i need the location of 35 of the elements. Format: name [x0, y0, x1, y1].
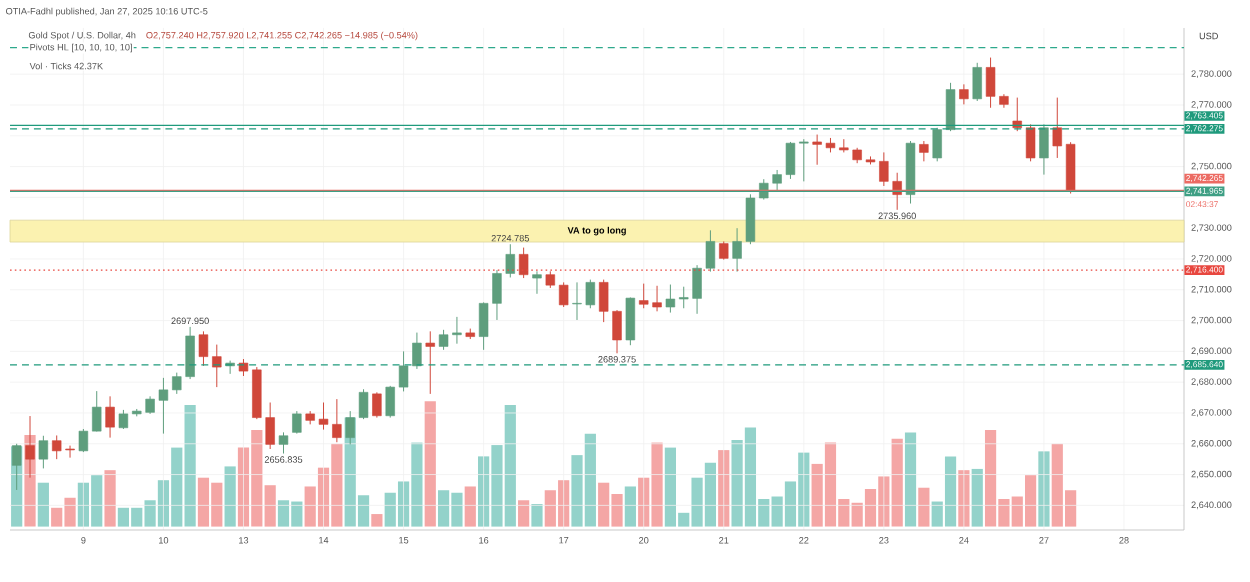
candlestick — [972, 62, 982, 102]
candlestick — [919, 140, 929, 162]
bar — [624, 486, 636, 527]
bar — [224, 466, 236, 527]
candlestick — [92, 390, 102, 432]
candlestick — [532, 270, 542, 295]
candlestick — [1025, 123, 1036, 162]
candlestick — [518, 247, 529, 279]
bar — [464, 486, 476, 527]
candlestick — [719, 240, 729, 261]
bar — [918, 487, 930, 527]
candlestick — [665, 284, 676, 314]
bar — [971, 468, 983, 527]
bar — [904, 432, 917, 527]
candlestick — [558, 281, 569, 308]
candlestick — [1065, 141, 1076, 195]
bar — [104, 470, 116, 527]
candlestick — [372, 391, 382, 419]
candlestick — [425, 330, 435, 395]
candlestick — [105, 395, 115, 439]
candlestick — [1052, 97, 1062, 159]
bar — [371, 514, 383, 527]
candlestick — [1012, 97, 1022, 132]
candlestick — [278, 431, 289, 455]
candlestick — [118, 409, 129, 430]
bar — [424, 401, 436, 527]
candlestick — [959, 83, 969, 105]
bar — [518, 500, 530, 527]
candlestick — [1039, 123, 1049, 176]
bar — [37, 482, 49, 527]
candlestick — [38, 435, 49, 469]
bar — [531, 504, 543, 527]
candlestick — [292, 410, 302, 435]
candlestick — [625, 296, 636, 346]
candlestick — [385, 385, 395, 419]
